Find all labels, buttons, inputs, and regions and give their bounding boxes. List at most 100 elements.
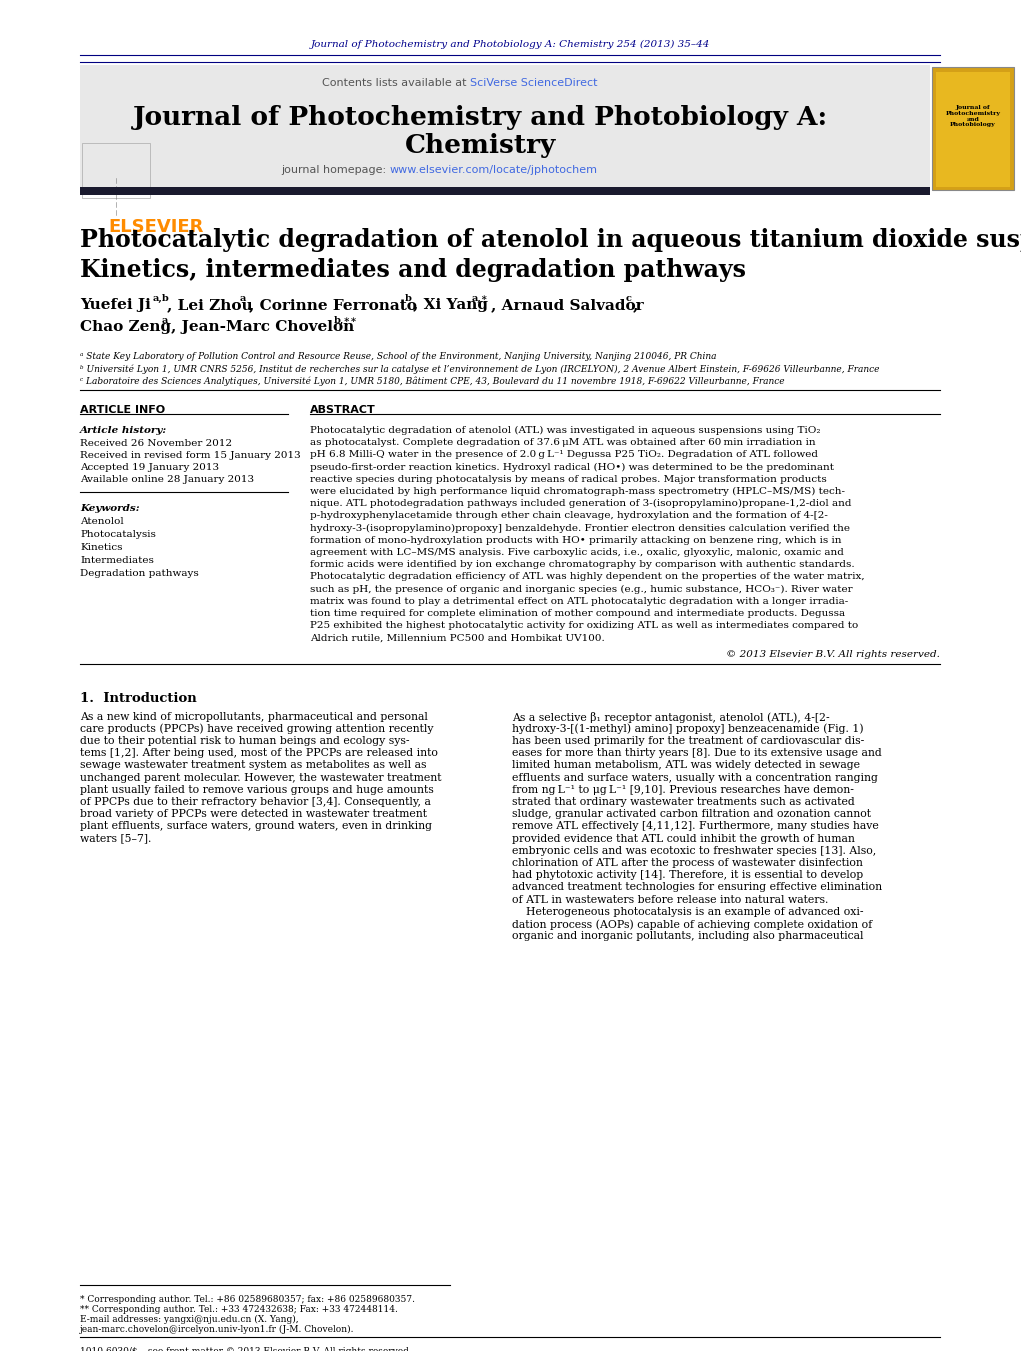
Text: formation of mono-hydroxylation products with HO• primarily attacking on benzene: formation of mono-hydroxylation products… — [310, 536, 841, 544]
Text: provided evidence that ATL could inhibit the growth of human: provided evidence that ATL could inhibit… — [512, 834, 855, 843]
Text: Accepted 19 January 2013: Accepted 19 January 2013 — [80, 463, 220, 471]
Text: tems [1,2]. After being used, most of the PPCPs are released into: tems [1,2]. After being used, most of th… — [80, 748, 438, 758]
Text: ARTICLE INFO: ARTICLE INFO — [80, 405, 165, 415]
Text: Degradation pathways: Degradation pathways — [80, 569, 199, 578]
Text: tion time required for complete elimination of mother compound and intermediate : tion time required for complete eliminat… — [310, 609, 845, 617]
Text: As a selective β₁ receptor antagonist, atenolol (ATL), 4-[2-: As a selective β₁ receptor antagonist, a… — [512, 712, 830, 723]
Bar — [80, 65, 930, 190]
Text: Keywords:: Keywords: — [80, 504, 140, 513]
Text: ** Corresponding author. Tel.: +33 472432638; Fax: +33 472448114.: ** Corresponding author. Tel.: +33 47243… — [80, 1305, 398, 1315]
Text: P25 exhibited the highest photocatalytic activity for oxidizing ATL as well as i: P25 exhibited the highest photocatalytic… — [310, 621, 859, 630]
Text: a,∗: a,∗ — [472, 295, 489, 303]
Text: 1010-6030/$ – see front matter © 2013 Elsevier B.V. All rights reserved.: 1010-6030/$ – see front matter © 2013 El… — [80, 1347, 411, 1351]
Text: eases for more than thirty years [8]. Due to its extensive usage and: eases for more than thirty years [8]. Du… — [512, 748, 882, 758]
Bar — [936, 72, 1010, 186]
Text: were elucidated by high performance liquid chromatograph-mass spectrometry (HPLC: were elucidated by high performance liqu… — [310, 486, 845, 496]
Text: pH 6.8 Milli-Q water in the presence of 2.0 g L⁻¹ Degussa P25 TiO₂. Degradation : pH 6.8 Milli-Q water in the presence of … — [310, 450, 818, 459]
Text: Chao Zeng: Chao Zeng — [80, 320, 172, 334]
Text: agreement with LC–MS/MS analysis. Five carboxylic acids, i.e., oxalic, glyoxylic: agreement with LC–MS/MS analysis. Five c… — [310, 549, 844, 557]
Text: , Corinne Ferronato: , Corinne Ferronato — [249, 299, 417, 312]
Text: had phytotoxic activity [14]. Therefore, it is essential to develop: had phytotoxic activity [14]. Therefore,… — [512, 870, 863, 881]
Text: such as pH, the presence of organic and inorganic species (e.g., humic substance: such as pH, the presence of organic and … — [310, 585, 853, 593]
Text: Kinetics: Kinetics — [80, 543, 123, 553]
Text: waters [5–7].: waters [5–7]. — [80, 834, 151, 843]
Text: has been used primarily for the treatment of cardiovascular dis-: has been used primarily for the treatmen… — [512, 736, 864, 746]
Text: matrix was found to play a detrimental effect on ATL photocatalytic degradation : matrix was found to play a detrimental e… — [310, 597, 848, 605]
Text: remove ATL effectively [4,11,12]. Furthermore, many studies have: remove ATL effectively [4,11,12]. Furthe… — [512, 821, 879, 831]
Text: as photocatalyst. Complete degradation of 37.6 μM ATL was obtained after 60 min : as photocatalyst. Complete degradation o… — [310, 438, 816, 447]
Text: Kinetics, intermediates and degradation pathways: Kinetics, intermediates and degradation … — [80, 258, 746, 282]
Text: formic acids were identified by ion exchange chromatography by comparison with a: formic acids were identified by ion exch… — [310, 561, 855, 569]
Text: ,: , — [633, 299, 638, 312]
Text: a,b: a,b — [153, 295, 169, 303]
Text: hydroxy-3-[(1-methyl) amino] propoxy] benzeacenamide (Fig. 1): hydroxy-3-[(1-methyl) amino] propoxy] be… — [512, 724, 864, 735]
Bar — [82, 143, 150, 199]
Text: ᵇ Université Lyon 1, UMR CNRS 5256, Institut de recherches sur la catalyse et l’: ᵇ Université Lyon 1, UMR CNRS 5256, Inst… — [80, 363, 879, 373]
Text: Article history:: Article history: — [80, 426, 167, 435]
Text: , Jean-Marc Chovelon: , Jean-Marc Chovelon — [171, 320, 354, 334]
Text: Heterogeneous photocatalysis is an example of advanced oxi-: Heterogeneous photocatalysis is an examp… — [512, 907, 864, 917]
Text: E-mail addresses: yangxi@nju.edu.cn (X. Yang),: E-mail addresses: yangxi@nju.edu.cn (X. … — [80, 1315, 298, 1324]
Text: Journal of
Photochemistry
and
Photobiology: Journal of Photochemistry and Photobiolo… — [945, 105, 1001, 127]
Text: plant usually failed to remove various groups and huge amounts: plant usually failed to remove various g… — [80, 785, 434, 794]
Text: c: c — [626, 295, 632, 303]
Text: sludge, granular activated carbon filtration and ozonation cannot: sludge, granular activated carbon filtra… — [512, 809, 871, 819]
Text: of PPCPs due to their refractory behavior [3,4]. Consequently, a: of PPCPs due to their refractory behavio… — [80, 797, 431, 807]
Text: * Corresponding author. Tel.: +86 02589680357; fax: +86 02589680357.: * Corresponding author. Tel.: +86 025896… — [80, 1296, 415, 1304]
Text: Photocatalysis: Photocatalysis — [80, 530, 156, 539]
Text: embryonic cells and was ecotoxic to freshwater species [13]. Also,: embryonic cells and was ecotoxic to fres… — [512, 846, 876, 855]
Text: As a new kind of micropollutants, pharmaceutical and personal: As a new kind of micropollutants, pharma… — [80, 712, 428, 721]
Text: pseudo-first-order reaction kinetics. Hydroxyl radical (HO•) was determined to b: pseudo-first-order reaction kinetics. Hy… — [310, 462, 834, 471]
Text: b: b — [405, 295, 411, 303]
Text: chlorination of ATL after the process of wastewater disinfection: chlorination of ATL after the process of… — [512, 858, 863, 867]
Bar — [932, 68, 1014, 190]
Text: SciVerse ScienceDirect: SciVerse ScienceDirect — [470, 78, 597, 88]
Text: © 2013 Elsevier B.V. All rights reserved.: © 2013 Elsevier B.V. All rights reserved… — [726, 650, 940, 658]
Text: ELSEVIER: ELSEVIER — [108, 218, 203, 236]
Text: advanced treatment technologies for ensuring effective elimination: advanced treatment technologies for ensu… — [512, 882, 882, 893]
Text: due to their potential risk to human beings and ecology sys-: due to their potential risk to human bei… — [80, 736, 409, 746]
Text: b,∗∗: b,∗∗ — [334, 316, 358, 326]
Text: from ng L⁻¹ to μg L⁻¹ [9,10]. Previous researches have demon-: from ng L⁻¹ to μg L⁻¹ [9,10]. Previous r… — [512, 785, 854, 794]
Text: a: a — [162, 316, 168, 326]
Text: , Lei Zhou: , Lei Zhou — [167, 299, 252, 312]
Text: Photocatalytic degradation of atenolol (ATL) was investigated in aqueous suspens: Photocatalytic degradation of atenolol (… — [310, 426, 821, 435]
Text: Aldrich rutile, Millennium PC500 and Hombikat UV100.: Aldrich rutile, Millennium PC500 and Hom… — [310, 634, 604, 642]
Text: organic and inorganic pollutants, including also pharmaceutical: organic and inorganic pollutants, includ… — [512, 931, 864, 942]
Text: a: a — [240, 295, 246, 303]
Text: hydroxy-3-(isopropylamino)propoxy] benzaldehyde. Frontier electron densities cal: hydroxy-3-(isopropylamino)propoxy] benza… — [310, 524, 850, 532]
Text: Photocatalytic degradation efficiency of ATL was highly dependent on the propert: Photocatalytic degradation efficiency of… — [310, 573, 865, 581]
Text: , Arnaud Salvador: , Arnaud Salvador — [491, 299, 643, 312]
Text: of ATL in wastewaters before release into natural waters.: of ATL in wastewaters before release int… — [512, 894, 828, 905]
Text: broad variety of PPCPs were detected in wastewater treatment: broad variety of PPCPs were detected in … — [80, 809, 427, 819]
Bar — [80, 186, 930, 195]
Text: jean-marc.chovelon@ircelyon.univ-lyon1.fr (J-M. Chovelon).: jean-marc.chovelon@ircelyon.univ-lyon1.f… — [80, 1325, 354, 1335]
Text: unchanged parent molecular. However, the wastewater treatment: unchanged parent molecular. However, the… — [80, 773, 441, 782]
Text: effluents and surface waters, usually with a concentration ranging: effluents and surface waters, usually wi… — [512, 773, 878, 782]
Text: Journal of Photochemistry and Photobiology A: Chemistry 254 (2013) 35–44: Journal of Photochemistry and Photobiolo… — [310, 41, 710, 49]
Text: ᵃ State Key Laboratory of Pollution Control and Resource Reuse, School of the En: ᵃ State Key Laboratory of Pollution Cont… — [80, 353, 717, 361]
Text: ᶜ Laboratoire des Sciences Analytiques, Université Lyon 1, UMR 5180, Bâtiment CP: ᶜ Laboratoire des Sciences Analytiques, … — [80, 376, 784, 385]
Text: reactive species during photocatalysis by means of radical probes. Major transfo: reactive species during photocatalysis b… — [310, 474, 827, 484]
Text: sewage wastewater treatment system as metabolites as well as: sewage wastewater treatment system as me… — [80, 761, 427, 770]
Text: ABSTRACT: ABSTRACT — [310, 405, 376, 415]
Text: Received in revised form 15 January 2013: Received in revised form 15 January 2013 — [80, 451, 301, 459]
Text: limited human metabolism, ATL was widely detected in sewage: limited human metabolism, ATL was widely… — [512, 761, 860, 770]
Text: Yuefei Ji: Yuefei Ji — [80, 299, 151, 312]
Text: Atenolol: Atenolol — [80, 517, 124, 526]
Text: , Xi Yang: , Xi Yang — [414, 299, 488, 312]
Text: Journal of Photochemistry and Photobiology A:: Journal of Photochemistry and Photobiolo… — [133, 105, 828, 130]
Text: plant effluents, surface waters, ground waters, even in drinking: plant effluents, surface waters, ground … — [80, 821, 432, 831]
Text: nique. ATL photodegradation pathways included generation of 3-(isopropylamino)pr: nique. ATL photodegradation pathways inc… — [310, 500, 852, 508]
Text: Contents lists available at: Contents lists available at — [322, 78, 470, 88]
Text: Photocatalytic degradation of atenolol in aqueous titanium dioxide suspensions:: Photocatalytic degradation of atenolol i… — [80, 228, 1021, 253]
Text: p-hydroxyphenylacetamide through ether chain cleavage, hydroxylation and the for: p-hydroxyphenylacetamide through ether c… — [310, 512, 828, 520]
Text: journal homepage:: journal homepage: — [282, 165, 390, 176]
Text: dation process (AOPs) capable of achieving complete oxidation of: dation process (AOPs) capable of achievi… — [512, 919, 872, 929]
Text: Chemistry: Chemistry — [404, 132, 555, 158]
Text: www.elsevier.com/locate/jphotochem: www.elsevier.com/locate/jphotochem — [390, 165, 598, 176]
Text: Available online 28 January 2013: Available online 28 January 2013 — [80, 476, 254, 484]
Text: Intermediates: Intermediates — [80, 557, 154, 565]
Text: strated that ordinary wastewater treatments such as activated: strated that ordinary wastewater treatme… — [512, 797, 855, 807]
Text: Received 26 November 2012: Received 26 November 2012 — [80, 439, 232, 449]
